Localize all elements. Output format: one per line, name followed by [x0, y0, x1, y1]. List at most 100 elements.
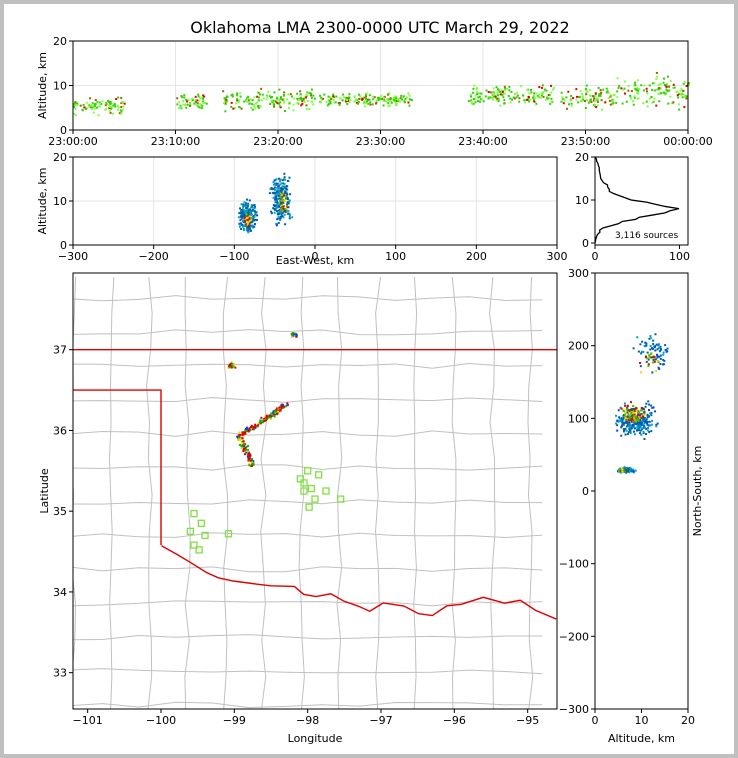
- source-point: [279, 194, 282, 197]
- source-point: [299, 98, 302, 101]
- source-point: [503, 85, 506, 88]
- source-point: [672, 86, 675, 89]
- source-point: [618, 416, 621, 419]
- source-point: [563, 98, 566, 101]
- source-point: [616, 419, 619, 422]
- source-point: [260, 416, 263, 419]
- ns-height-panel: 0 10 20 −300 −200 −100 0 100 200 300 Altitude, km N…: [559, 267, 704, 745]
- source-point: [272, 207, 275, 210]
- source-point: [533, 100, 536, 103]
- source-point: [247, 444, 250, 447]
- source-point: [274, 100, 277, 103]
- source-point: [617, 409, 620, 412]
- source-point: [257, 106, 260, 109]
- source-point: [501, 93, 504, 96]
- county-line: [73, 532, 543, 538]
- source-point: [655, 425, 658, 428]
- source-point: [250, 203, 253, 206]
- source-point: [286, 98, 289, 101]
- source-point: [232, 364, 235, 367]
- source-point: [532, 99, 535, 102]
- source-point: [273, 415, 276, 418]
- source-point: [634, 81, 637, 84]
- source-point: [408, 104, 411, 107]
- panhandle-border: [73, 389, 162, 546]
- source-point: [649, 348, 652, 351]
- source-point: [631, 420, 634, 423]
- source-point: [642, 430, 645, 433]
- source-point: [630, 408, 633, 411]
- source-point: [306, 91, 309, 94]
- source-point: [195, 104, 198, 107]
- source-point: [394, 95, 397, 98]
- source-point: [481, 92, 484, 95]
- source-point: [274, 183, 277, 186]
- source-point: [645, 90, 648, 93]
- source-point: [235, 102, 238, 105]
- source-point: [544, 98, 547, 101]
- source-point: [535, 102, 538, 105]
- source-point: [636, 87, 639, 90]
- source-point: [196, 102, 199, 105]
- source-point: [668, 85, 671, 88]
- source-point: [247, 97, 250, 100]
- source-point: [88, 104, 91, 107]
- source-point: [180, 94, 183, 97]
- source-point: [637, 89, 640, 92]
- source-point: [516, 91, 519, 94]
- source-point: [626, 423, 629, 426]
- source-point: [627, 418, 630, 421]
- source-point: [626, 433, 629, 436]
- source-point: [642, 89, 645, 92]
- source-point: [649, 424, 652, 427]
- source-point: [637, 92, 640, 95]
- time-axis-1-label: 23:10:00: [151, 135, 200, 148]
- source-point: [473, 84, 476, 87]
- source-point: [246, 215, 249, 218]
- source-point: [639, 419, 642, 422]
- source-point: [511, 98, 514, 101]
- source-point: [310, 100, 313, 103]
- source-point: [242, 440, 245, 443]
- source-point: [627, 470, 630, 473]
- source-point: [646, 416, 649, 419]
- source-point: [380, 94, 383, 97]
- source-point: [282, 205, 285, 208]
- source-point: [281, 194, 284, 197]
- source-point: [410, 99, 413, 102]
- source-point: [282, 201, 285, 204]
- station-marker: [311, 495, 319, 503]
- source-point: [280, 191, 283, 194]
- source-point: [274, 410, 277, 413]
- ew-alt-axis-10-label: 10: [53, 195, 67, 208]
- source-point: [185, 106, 188, 109]
- source-point: [117, 96, 120, 99]
- source-point: [244, 427, 247, 430]
- source-point: [299, 96, 302, 99]
- source-point: [356, 98, 359, 101]
- source-point: [654, 358, 657, 361]
- source-point: [292, 103, 295, 106]
- source-point: [478, 100, 481, 103]
- source-point: [238, 225, 241, 228]
- source-point: [640, 84, 643, 87]
- source-point: [659, 87, 662, 90]
- source-point: [246, 221, 249, 224]
- source-point: [570, 99, 573, 102]
- source-point: [281, 195, 284, 198]
- source-point: [283, 208, 286, 211]
- county-line: [73, 329, 543, 336]
- source-point: [279, 101, 282, 104]
- source-point: [684, 94, 687, 97]
- source-point: [650, 352, 653, 355]
- source-point: [282, 178, 285, 181]
- source-point: [636, 417, 639, 420]
- source-point: [287, 107, 290, 110]
- source-point: [280, 186, 283, 189]
- source-point: [254, 218, 257, 221]
- source-point: [242, 212, 245, 215]
- source-point: [636, 422, 639, 425]
- source-point: [367, 102, 370, 105]
- source-point: [272, 181, 275, 184]
- source-point: [278, 217, 281, 220]
